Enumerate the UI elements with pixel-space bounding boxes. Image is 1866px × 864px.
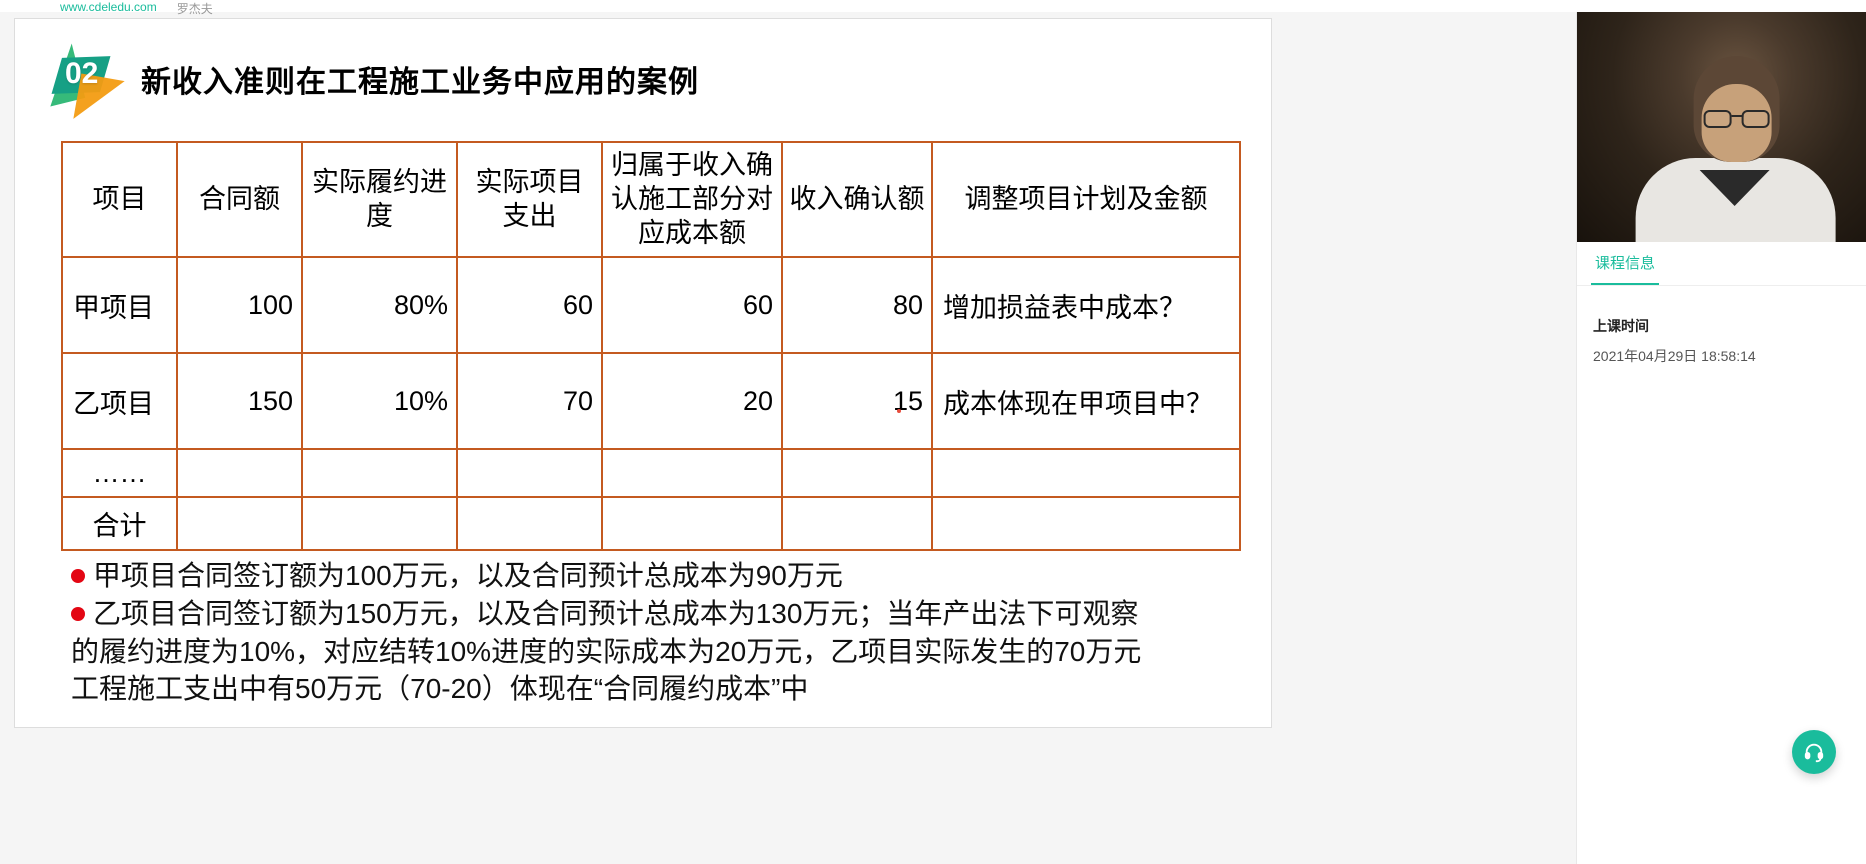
main-area: 02 新收入准则在工程施工业务中应用的案例 项目 合同额 实际履约进度 实际项目… [0, 12, 1866, 864]
cell-spend: 60 [457, 257, 602, 353]
cell-adjust: 增加损益表中成本？ [932, 257, 1240, 353]
cell-name: 乙项目 [62, 353, 177, 449]
table-row-ellipsis: …… [62, 449, 1240, 497]
slide-notes: 甲项目合同签订额为100万元，以及合同预计总成本为90万元 乙项目合同签订额为1… [71, 557, 1231, 708]
col-progress: 实际履约进度 [302, 142, 457, 257]
class-time-value: 2021年04月29日 18:58:14 [1593, 346, 1850, 366]
cell-ellipsis: …… [62, 449, 177, 497]
course-info-panel: 上课时间 2021年04月29日 18:58:14 [1577, 286, 1866, 396]
section-number: 02 [65, 57, 98, 91]
note-line-3: 的履约进度为10%，对应结转10%进度的实际成本为20万元，乙项目实际发生的70… [71, 633, 1231, 671]
cell-progress: 80% [302, 257, 457, 353]
cell-cost: 20 [602, 353, 782, 449]
cell-progress: 10% [302, 353, 457, 449]
slide-region: 02 新收入准则在工程施工业务中应用的案例 项目 合同额 实际履约进度 实际项目… [0, 12, 1280, 864]
table-row-total: 合计 [62, 497, 1240, 550]
headset-icon [1803, 741, 1825, 763]
tab-course-info[interactable]: 课程信息 [1591, 242, 1659, 285]
class-time-label: 上课时间 [1593, 316, 1850, 336]
support-button[interactable] [1792, 730, 1836, 774]
presenter-webcam [1577, 12, 1866, 242]
note-bullet-2: 乙项目合同签订额为150万元，以及合同预计总成本为130万元；当年产出法下可观察 [71, 595, 1231, 633]
cell-cost: 60 [602, 257, 782, 353]
col-cost: 归属于收入确认施工部分对应成本额 [602, 142, 782, 257]
slide-title: 新收入准则在工程施工业务中应用的案例 [141, 57, 699, 101]
table-row: 甲项目 100 80% 60 60 80 增加损益表中成本？ [62, 257, 1240, 353]
cell-revenue: 15 [782, 353, 932, 449]
cell-adjust: 成本体现在甲项目中？ [932, 353, 1240, 449]
table-row: 乙项目 150 10% 70 20 15 成本体现在甲项目中？ [62, 353, 1240, 449]
cell-total: 合计 [62, 497, 177, 550]
top-bar: www.cdeledu.com 罗杰夫 [0, 0, 1866, 12]
col-revenue: 收入确认额 [782, 142, 932, 257]
col-contract: 合同额 [177, 142, 302, 257]
case-table: 项目 合同额 实际履约进度 实际项目支出 归属于收入确认施工部分对应成本额 收入… [61, 141, 1241, 551]
col-project: 项目 [62, 142, 177, 257]
cell-spend: 70 [457, 353, 602, 449]
slide: 02 新收入准则在工程施工业务中应用的案例 项目 合同额 实际履约进度 实际项目… [14, 18, 1272, 728]
presenter-avatar [1630, 38, 1840, 242]
note-line-4: 工程施工支出中有50万元（70-20）体现在“合同履约成本”中 [71, 670, 1231, 708]
cell-revenue: 80 [782, 257, 932, 353]
col-adjust: 调整项目计划及金额 [932, 142, 1240, 257]
note-bullet-1: 甲项目合同签订额为100万元，以及合同预计总成本为90万元 [71, 557, 1231, 595]
cell-name: 甲项目 [62, 257, 177, 353]
table-header-row: 项目 合同额 实际履约进度 实际项目支出 归属于收入确认施工部分对应成本额 收入… [62, 142, 1240, 257]
cell-contract: 100 [177, 257, 302, 353]
cell-contract: 150 [177, 353, 302, 449]
sidebar-tabs: 课程信息 [1577, 242, 1866, 286]
col-spend: 实际项目支出 [457, 142, 602, 257]
laser-pointer-dot [897, 409, 901, 413]
section-badge: 02 [47, 43, 121, 111]
